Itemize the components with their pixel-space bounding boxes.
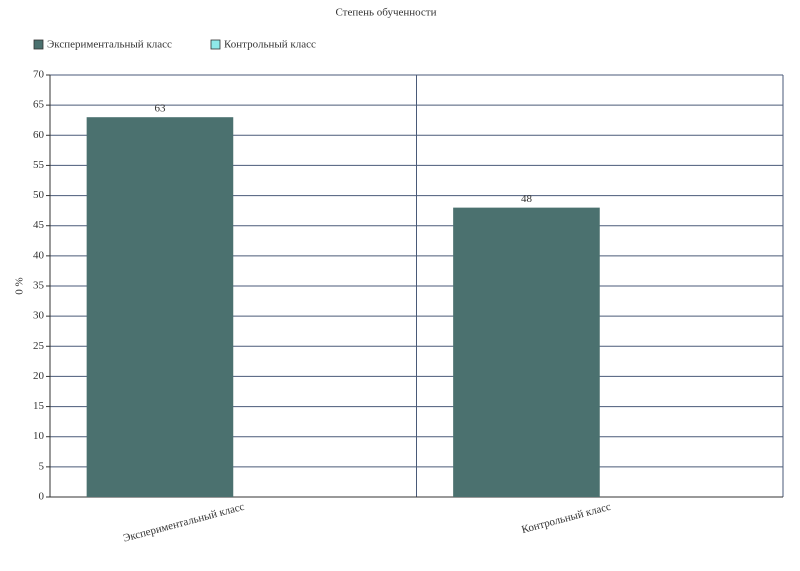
legend-label: Контрольный класс (224, 39, 316, 51)
legend-label: Экспериментальный класс (47, 39, 172, 51)
y-tick-label: 0 (39, 491, 45, 503)
y-tick-label: 25 (33, 340, 45, 352)
legend-swatch (210, 39, 221, 50)
y-tick-label: 50 (33, 189, 45, 201)
y-tick-label: 65 (33, 99, 45, 111)
data-label: 63 (154, 103, 166, 115)
y-axis-label: 0 % (14, 277, 26, 294)
y-tick-label: 70 (33, 69, 45, 81)
y-tick-label: 30 (33, 310, 45, 322)
legend-swatch (33, 39, 44, 50)
data-label: 48 (521, 193, 533, 205)
y-tick-label: 10 (33, 430, 45, 442)
y-tick-label: 20 (33, 370, 45, 382)
y-tick-label: 35 (33, 280, 45, 292)
y-tick-label: 40 (33, 249, 45, 261)
chart-title: Степень обученности (335, 7, 436, 19)
y-tick-label: 45 (33, 219, 45, 231)
y-tick-label: 60 (33, 129, 45, 141)
y-tick-label: 15 (33, 400, 45, 412)
y-tick-label: 55 (33, 159, 45, 171)
bar (86, 117, 234, 497)
bar (453, 207, 600, 497)
y-tick-label: 5 (39, 460, 45, 472)
